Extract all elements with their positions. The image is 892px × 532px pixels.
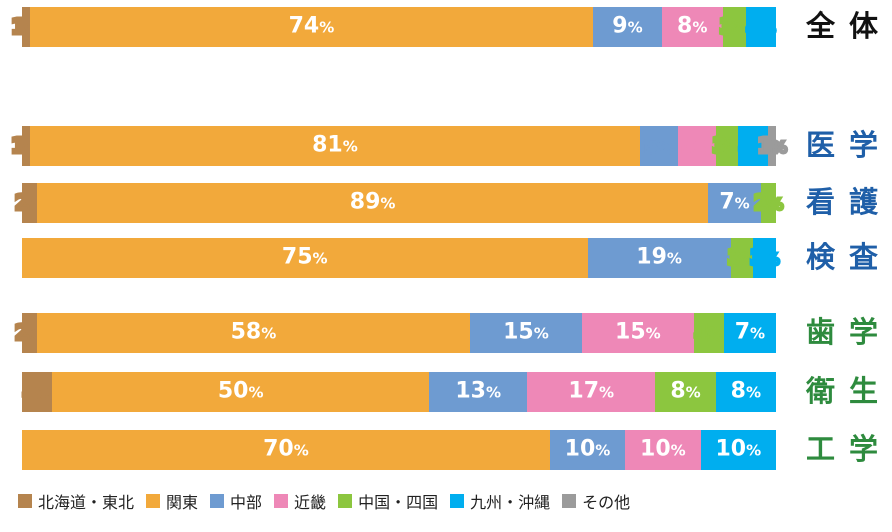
legend-item-kanto: 関東 [146, 489, 198, 513]
bar-segment-chubu: 15% [469, 313, 582, 353]
data-label: 9% [612, 13, 643, 39]
data-label: 10% [640, 436, 686, 462]
bar-segment-hokkaido_tohoku: 2% [13, 313, 46, 353]
bar-segment-kanto: 58% [36, 313, 470, 353]
bar-segment-kanto: 89% [37, 183, 709, 223]
bar-segment-kyushu_okinawa: 4% [744, 7, 777, 47]
bar-segment-kanto: 70% [22, 430, 550, 470]
data-label: 10% [715, 436, 762, 462]
bar-segment-chugoku_shikoku: 4% [692, 313, 725, 353]
bar-segment-hokkaido_tohoku: 2% [13, 183, 46, 223]
bar-segment-kyushu_okinawa: 8% [715, 372, 776, 412]
bar-segment-chubu: 9% [593, 7, 662, 47]
legend-swatch [274, 494, 289, 508]
legend-swatch [338, 494, 353, 508]
data-label: 15% [503, 319, 549, 345]
legend-swatch [18, 494, 32, 508]
bar-segment-kanto: 75% [22, 238, 588, 278]
bar-segment-chubu: 7% [708, 183, 761, 223]
bar-segment-kyushu_okinawa: 4% [737, 126, 770, 166]
bar-segment-kyushu_okinawa: 7% [723, 313, 776, 353]
data-label: 8% [670, 378, 701, 404]
legend-item-kinki: 近畿 [274, 489, 326, 513]
data-label: 2% [752, 190, 785, 215]
legend-swatch [146, 494, 161, 508]
data-label: 5% [680, 133, 713, 158]
bar-segment-kanto: 81% [29, 126, 641, 166]
legend-label: 関東 [166, 493, 199, 512]
data-label: 4% [21, 379, 54, 404]
bar-segment-kinki: 5% [677, 126, 716, 166]
bar-segment-kinki: 17% [527, 372, 656, 412]
data-label: 3% [711, 133, 744, 158]
bar-segment-chubu: 19% [587, 238, 731, 278]
bar-segment-chubu: 5% [640, 126, 678, 166]
data-label: 70% [263, 436, 309, 462]
data-label: 10% [564, 436, 611, 462]
data-label: 8% [730, 378, 761, 404]
data-label: 1% [756, 133, 789, 158]
bar-segment-kinki: 10% [625, 430, 701, 470]
data-label: 58% [230, 319, 277, 345]
bar-segment-chubu: 10% [549, 430, 626, 470]
legend-item-chugoku_shikoku: 中国・四国 [338, 489, 438, 513]
legend-item-chubu: 中部 [210, 489, 262, 513]
legend-swatch [450, 494, 465, 508]
legend-label: 北海道・東北 [38, 493, 135, 512]
bar-segment-hokkaido_tohoku: 4% [21, 372, 54, 412]
category-label: 工学 [806, 432, 892, 466]
legend-swatch [210, 494, 225, 508]
data-label: 17% [568, 378, 615, 404]
category-label: 医学 [806, 128, 892, 162]
category-label: 看護 [806, 185, 892, 219]
bar-segment-kyushu_okinawa: 10% [700, 430, 776, 470]
bar-segment-hokkaido_tohoku: 1% [9, 7, 42, 47]
category-label: 歯学 [806, 315, 892, 349]
data-label: 75% [281, 244, 328, 270]
legend-item-other: その他 [562, 489, 630, 513]
data-label: 4% [744, 14, 777, 39]
data-label: 15% [615, 319, 661, 345]
data-label: 7% [719, 189, 750, 215]
data-label: 3% [718, 14, 751, 39]
bar-segment-chugoku_shikoku: 3% [726, 238, 759, 278]
data-label: 4% [692, 320, 725, 345]
bar-segment-kinki: 15% [581, 313, 694, 353]
legend-label: 近畿 [294, 493, 327, 512]
legend-swatch [562, 494, 577, 508]
data-label: 5% [643, 133, 676, 158]
bar-segment-hokkaido_tohoku: 1% [9, 126, 42, 166]
bar-segment-kyushu_okinawa: 3% [748, 238, 781, 278]
data-label: 3% [748, 245, 781, 270]
legend-label: 中国・四国 [358, 493, 439, 512]
bar-segment-chubu: 13% [429, 372, 528, 412]
data-label: 89% [349, 189, 396, 215]
category-label: 検査 [806, 240, 892, 274]
category-label: 衛生 [806, 374, 892, 408]
bar-segment-chugoku_shikoku: 2% [752, 183, 785, 223]
data-label: 19% [636, 244, 682, 270]
data-label: 50% [217, 378, 264, 404]
category-label: 全体 [806, 9, 892, 43]
legend-item-kyushu_okinawa: 九州・沖縄 [450, 489, 550, 513]
data-label: 7% [734, 319, 766, 345]
bar-segment-other: 1% [756, 126, 789, 166]
legend-label: 中部 [230, 493, 263, 512]
data-label: 4% [737, 133, 770, 158]
data-label: 8% [677, 13, 708, 39]
legend-label: 九州・沖縄 [470, 493, 551, 512]
legend-item-hokkaido_tohoku: 北海道・東北 [18, 489, 134, 513]
bar-segment-chugoku_shikoku: 3% [718, 7, 751, 47]
data-label: 74% [288, 13, 335, 39]
bar-segment-chugoku_shikoku: 3% [711, 126, 743, 166]
bar-segment-kinki: 8% [661, 7, 723, 47]
legend-label: その他 [582, 493, 631, 512]
data-label: 13% [455, 378, 501, 404]
bar-segment-kanto: 50% [52, 372, 430, 412]
data-label: 81% [312, 132, 358, 158]
bar-segment-kanto: 74% [29, 7, 594, 47]
bar-segment-chugoku_shikoku: 8% [655, 372, 716, 412]
legend: 北海道・東北 関東 中部 近畿 中国・四国 九州・沖縄 その他 [18, 490, 630, 512]
